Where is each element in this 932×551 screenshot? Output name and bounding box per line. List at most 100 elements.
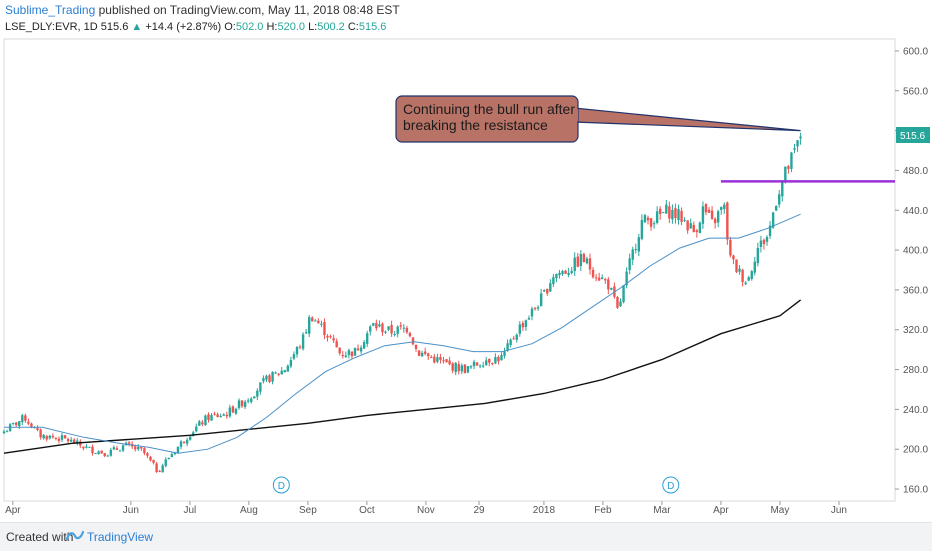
symbol-label[interactable]: LSE_DLY:EVR, 1D <box>5 21 98 33</box>
candle-body <box>304 332 308 334</box>
candle-body <box>161 465 164 473</box>
candle-body <box>301 334 305 349</box>
candle-body <box>188 436 192 440</box>
candle-body <box>24 415 27 421</box>
candle-body <box>442 360 445 362</box>
candle-body <box>784 166 787 181</box>
candle-body <box>451 363 454 371</box>
candle-body <box>662 212 665 214</box>
candle-body <box>15 422 18 426</box>
candle-body <box>765 237 769 242</box>
candle-body <box>231 406 235 413</box>
candle-body <box>350 351 354 357</box>
y-tick-label: 240.0 <box>903 405 928 416</box>
candle-body <box>631 249 634 260</box>
candle-body <box>500 355 503 361</box>
candle-body <box>713 218 717 224</box>
candle-body <box>463 364 467 373</box>
candle-body <box>747 277 750 281</box>
candle-body <box>213 413 216 415</box>
x-tick-label: Jun <box>123 505 139 516</box>
candle-body <box>707 209 711 213</box>
candle-body <box>417 350 421 356</box>
candle-body <box>460 365 464 372</box>
price-chart[interactable]: 160.0 200.0 240.0 280.0 320.0 360.0 400.0 440.0… <box>0 0 932 522</box>
candle-body <box>228 407 232 417</box>
candle-body <box>256 390 259 397</box>
candle-body <box>48 435 51 439</box>
ohlc-legend: LSE_DLY:EVR, 1D 515.6 ▲ +14.4 (+2.87%) O… <box>5 21 386 33</box>
candle-body <box>240 400 244 407</box>
candle-body <box>646 217 650 221</box>
candle-body <box>491 362 494 364</box>
candle-body <box>445 359 448 363</box>
candle-body <box>561 271 564 275</box>
candle-body <box>671 209 674 220</box>
candle-body <box>63 435 67 439</box>
candle-body <box>283 370 286 373</box>
candle-body <box>378 324 381 327</box>
candle-body <box>69 439 73 442</box>
candle-body <box>494 356 497 364</box>
candle-body <box>756 247 760 264</box>
candle-body <box>439 356 442 360</box>
candle-body <box>616 296 619 308</box>
candle-body <box>420 352 424 357</box>
candle-body <box>112 447 116 450</box>
candle-body <box>18 421 21 427</box>
candle-body <box>42 434 45 439</box>
candle-body <box>11 422 15 424</box>
candle-body <box>179 441 183 447</box>
low-label: L: <box>308 21 318 33</box>
candle-body <box>604 279 607 281</box>
candle-body <box>710 210 714 219</box>
candle-body <box>292 354 296 359</box>
y-tick-label: 440.0 <box>903 206 928 217</box>
candle-body <box>54 437 58 439</box>
candle-body <box>512 338 515 340</box>
ma-slow-line <box>3 299 802 454</box>
candle-body <box>289 360 293 367</box>
candle-body <box>433 356 436 363</box>
candle-body <box>225 414 229 417</box>
candle-body <box>106 455 109 457</box>
high-label: H: <box>266 21 278 33</box>
candle-body <box>579 253 583 267</box>
candle-body <box>408 332 412 337</box>
candle-body <box>30 423 33 428</box>
y-tick-label: 160.0 <box>903 485 928 496</box>
candle-body <box>570 270 573 274</box>
candle-body <box>262 378 265 382</box>
tradingview-brand-link[interactable]: TradingView <box>87 530 154 544</box>
candle-body <box>658 208 662 215</box>
candle-body <box>503 351 506 356</box>
candle-body <box>338 347 341 354</box>
axes: 160.0 200.0 240.0 280.0 320.0 360.0 400.0 440.0… <box>5 46 928 516</box>
candle-body <box>170 454 174 458</box>
candle-body <box>118 450 122 452</box>
author-link[interactable]: Sublime_Trading <box>5 3 96 17</box>
candle-body <box>222 414 225 416</box>
candle-body <box>677 209 680 221</box>
candle-body <box>411 337 415 345</box>
moving-average-lines <box>3 213 802 454</box>
tradingview-logo-icon[interactable] <box>66 529 84 543</box>
candle-body <box>552 277 555 285</box>
candle-body <box>558 272 561 276</box>
x-tick-label: Jun <box>831 505 847 516</box>
candle-body <box>167 457 171 459</box>
candle-body <box>341 355 344 357</box>
candle-body <box>405 327 409 333</box>
candle-body <box>51 435 55 438</box>
candle-body <box>365 333 369 344</box>
candle-body <box>674 208 677 219</box>
candle-body <box>634 249 637 251</box>
candle-body <box>207 414 210 420</box>
candle-body <box>436 357 439 362</box>
candle-body <box>91 446 94 454</box>
candle-body <box>329 336 332 338</box>
x-tick-label: 29 <box>473 505 485 516</box>
candle-body <box>472 361 476 367</box>
candle-body <box>381 323 384 333</box>
candle-body <box>45 435 48 440</box>
